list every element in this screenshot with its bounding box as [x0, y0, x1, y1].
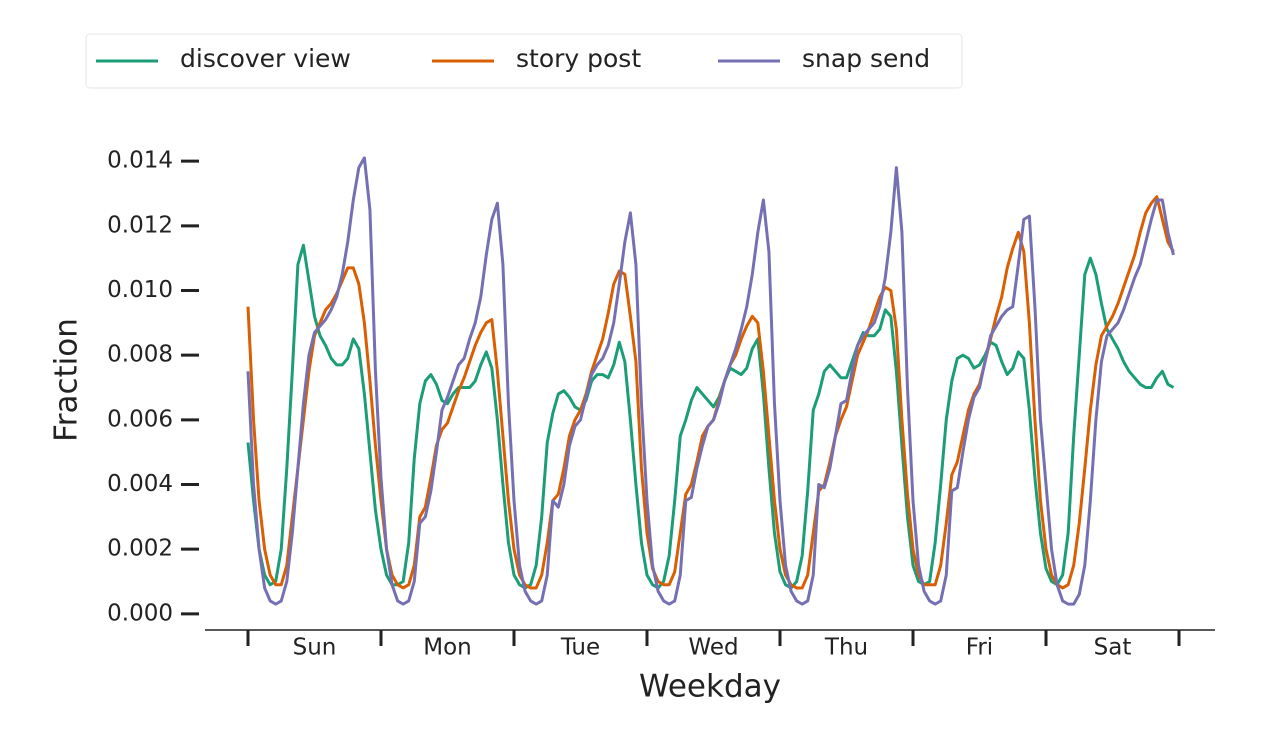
legend-label: snap send	[802, 44, 930, 73]
x-tick-label: Fri	[966, 635, 993, 661]
x-tick-label: Wed	[688, 635, 738, 661]
series-line	[246, 156, 1175, 606]
x-tick-label: Sat	[1094, 635, 1132, 661]
y-tick-label: 0.012	[107, 212, 173, 238]
series-line	[246, 243, 1175, 590]
y-tick-label: 0.000	[107, 600, 173, 626]
x-tick-label: Tue	[560, 635, 600, 661]
x-tick-label: Sun	[293, 635, 337, 661]
y-tick-label: 0.014	[107, 148, 173, 174]
legend-label: story post	[516, 44, 641, 73]
y-tick-label: 0.004	[107, 471, 173, 497]
x-tick-label: Thu	[824, 635, 868, 661]
y-tick-label: 0.010	[107, 277, 173, 303]
y-tick-label: 0.006	[107, 406, 173, 432]
x-axis-label: Weekday	[639, 669, 781, 705]
y-tick-label: 0.008	[107, 342, 173, 368]
legend-box	[85, 33, 963, 89]
x-tick-label: Mon	[423, 635, 472, 661]
series-line	[246, 195, 1175, 590]
legend-label: discover view	[180, 44, 351, 73]
y-axis-label: Fraction	[49, 318, 85, 442]
y-tick-label: 0.002	[107, 536, 173, 562]
